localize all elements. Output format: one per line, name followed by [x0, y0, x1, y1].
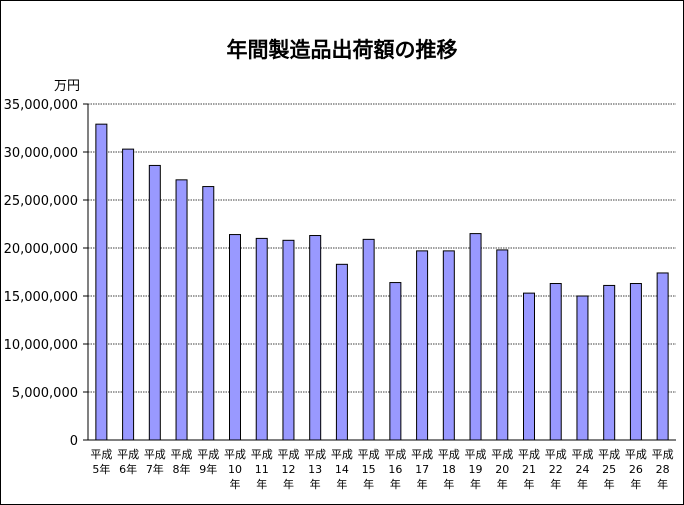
x-tick-label: 平成 [277, 448, 299, 461]
x-tick-label: 平成 [465, 448, 487, 461]
y-tick-label: 30,000,000 [4, 146, 78, 161]
x-tick-label: 平成 [625, 448, 647, 461]
bar [576, 295, 589, 441]
x-tick-label: 年 [577, 477, 588, 491]
x-tick-label: 平成 [411, 448, 433, 461]
x-tick-label: 平成 [491, 448, 513, 461]
x-tick-label: 平成 [251, 448, 273, 461]
bar [148, 164, 161, 441]
y-tick-label: 10,000,000 [4, 338, 78, 353]
x-tick-label: 年 [604, 477, 615, 491]
x-tick-label: 11 [255, 463, 269, 476]
x-tick-label: 年 [550, 477, 561, 491]
x-tick-label: 21 [522, 463, 536, 476]
x-tick-label: 26 [629, 463, 643, 476]
bar [309, 235, 322, 441]
x-tick-label: 年 [230, 477, 241, 491]
x-tick-label: 平成 [571, 448, 593, 461]
bar [603, 284, 616, 441]
axes [83, 103, 676, 441]
x-tick-label: 平成 [652, 448, 674, 461]
x-tick-label: 平成 [358, 448, 380, 461]
y-tick-label: 35,000,000 [4, 98, 78, 113]
x-tick-label: 18 [442, 463, 456, 476]
x-tick-label: 22 [549, 463, 563, 476]
x-tick-label: 平成 [144, 448, 166, 461]
y-tick-label: 5,000,000 [12, 386, 78, 401]
bar [523, 292, 535, 441]
x-tick-label: 平成 [438, 448, 460, 461]
x-tick-label: 19 [469, 463, 483, 476]
x-tick-label: 年 [470, 477, 481, 491]
bar [389, 282, 402, 441]
x-tick-label: 5年 [92, 462, 110, 476]
bar [282, 239, 295, 441]
x-tick-label: 16 [388, 463, 402, 476]
x-tick-label: 9年 [199, 462, 217, 476]
x-tick-label: 13 [308, 463, 322, 476]
bar [122, 148, 135, 441]
x-tick-label: 平成 [304, 448, 326, 461]
x-tick-label: 年 [443, 477, 454, 491]
y-tick-labels: 0 5,000,000 10,000,000 15,000,000 20,000,000… [4, 98, 78, 449]
bars [95, 123, 669, 441]
bar [95, 123, 108, 441]
x-tick-label: 年 [390, 477, 401, 491]
bar [202, 186, 215, 441]
bar [469, 233, 482, 441]
x-tick-label: 年 [657, 477, 668, 491]
x-tick-label: 6年 [119, 462, 137, 476]
y-tick-label: 0 [70, 434, 78, 449]
x-tick-label: 年 [524, 477, 535, 491]
x-tick-label: 25 [602, 463, 616, 476]
bar [255, 237, 268, 441]
x-tick-label: 14 [335, 463, 349, 476]
x-tick-labels: 平成5年平成6年平成7年平成8年平成9年平成10年平成11年平成12年平成13年… [90, 448, 673, 491]
x-tick-label: 12 [281, 463, 295, 476]
x-tick-label: 17 [415, 463, 429, 476]
x-tick-label: 年 [363, 477, 374, 491]
x-tick-label: 年 [630, 477, 641, 491]
x-tick-label: 15 [362, 463, 376, 476]
x-tick-label: 平成 [331, 448, 353, 461]
y-axis-unit-label: 万円 [54, 79, 81, 94]
x-tick-label: 年 [256, 477, 267, 491]
bar [416, 250, 429, 441]
bar [496, 249, 509, 441]
x-tick-label: 7年 [146, 462, 164, 476]
x-tick-label: 20 [495, 463, 509, 476]
bar [442, 250, 455, 441]
bar [229, 234, 241, 441]
x-tick-label: 年 [417, 477, 428, 491]
x-tick-label: 24 [575, 463, 589, 476]
x-tick-label: 28 [656, 463, 670, 476]
x-tick-label: 平成 [197, 448, 219, 461]
x-tick-label: 平成 [224, 448, 246, 461]
x-tick-label: 10 [228, 463, 242, 476]
x-tick-label: 平成 [545, 448, 567, 461]
bar [549, 283, 562, 441]
x-tick-label: 年 [336, 477, 347, 491]
x-tick-label: 平成 [90, 448, 112, 461]
y-tick-label: 15,000,000 [4, 290, 78, 305]
x-tick-label: 平成 [384, 448, 406, 461]
x-tick-label: 平成 [117, 448, 139, 461]
x-tick-label: 平成 [518, 448, 540, 461]
chart-title: 年間製造品出荷額の推移 [226, 38, 458, 62]
bar [175, 179, 188, 441]
y-tick-label: 25,000,000 [4, 194, 78, 209]
x-tick-label: 平成 [598, 448, 620, 461]
x-tick-label: 8年 [173, 462, 191, 476]
x-tick-label: 年 [283, 477, 294, 491]
bar [362, 238, 375, 441]
bar [335, 263, 348, 441]
x-tick-label: 平成 [171, 448, 193, 461]
bar [629, 283, 642, 441]
y-tick-label: 20,000,000 [4, 242, 78, 257]
x-tick-label: 年 [497, 477, 508, 491]
x-tick-label: 年 [310, 477, 321, 491]
bar [656, 272, 669, 441]
